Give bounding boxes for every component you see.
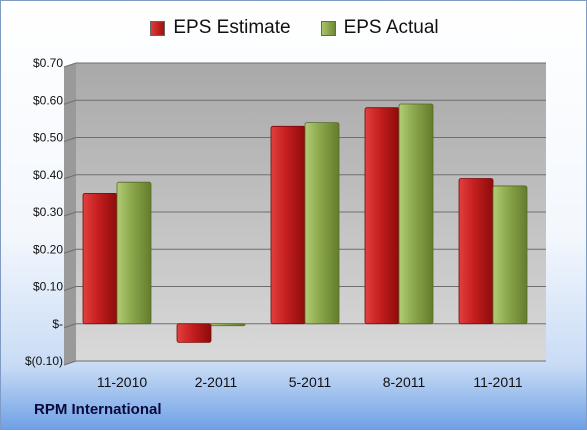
- bar-estimate: [176, 323, 212, 343]
- y-tick-label: $0.20: [33, 242, 63, 256]
- bar-estimate: [82, 192, 118, 325]
- y-tick-label: $0.50: [33, 131, 63, 145]
- y-tick-label: $0.60: [33, 93, 63, 107]
- chart-legend: EPS Estimate EPS Actual: [1, 15, 587, 41]
- legend-item-actual: EPS Actual: [320, 17, 439, 39]
- gridline-side: [63, 248, 77, 254]
- bar-estimate: [270, 125, 306, 325]
- y-tick-label: $0.40: [33, 168, 63, 182]
- bar-actual: [304, 122, 340, 325]
- bar-estimate: [364, 107, 400, 325]
- gridline-side: [63, 211, 77, 217]
- legend-label-estimate: EPS Estimate: [173, 17, 291, 38]
- company-name: RPM International: [34, 401, 162, 418]
- gridline-side: [63, 137, 77, 142]
- gridline-side: [63, 360, 77, 366]
- gridline-side: [63, 62, 77, 68]
- gridline-side: [63, 286, 77, 291]
- x-tick-label: 2-2011: [195, 374, 238, 390]
- bar-estimate: [458, 178, 494, 325]
- legend-item-estimate: EPS Estimate: [150, 17, 291, 39]
- x-tick-label: 11-2010: [97, 374, 148, 390]
- gridline-side: [63, 174, 77, 180]
- y-tick-label: $0.10: [33, 280, 63, 294]
- gridline-side: [63, 323, 77, 329]
- x-tick-label: 8-2011: [383, 374, 426, 390]
- bar-actual: [210, 323, 246, 327]
- y-tick-label: $-: [52, 317, 63, 331]
- gridline-side: [63, 99, 77, 105]
- y-tick-label: $0.70: [33, 56, 63, 70]
- y-tick-label: $0.30: [33, 205, 63, 219]
- bar-actual: [116, 181, 152, 325]
- legend-label-actual: EPS Actual: [343, 17, 439, 38]
- legend-swatch-estimate: [150, 20, 166, 36]
- bar-actual: [492, 185, 528, 325]
- y-tick-label: $(0.10): [25, 354, 63, 368]
- bar-actual: [398, 103, 434, 325]
- legend-swatch-actual: [320, 20, 336, 36]
- x-tick-label: 5-2011: [289, 374, 332, 390]
- x-tick-label: 11-2011: [473, 374, 523, 390]
